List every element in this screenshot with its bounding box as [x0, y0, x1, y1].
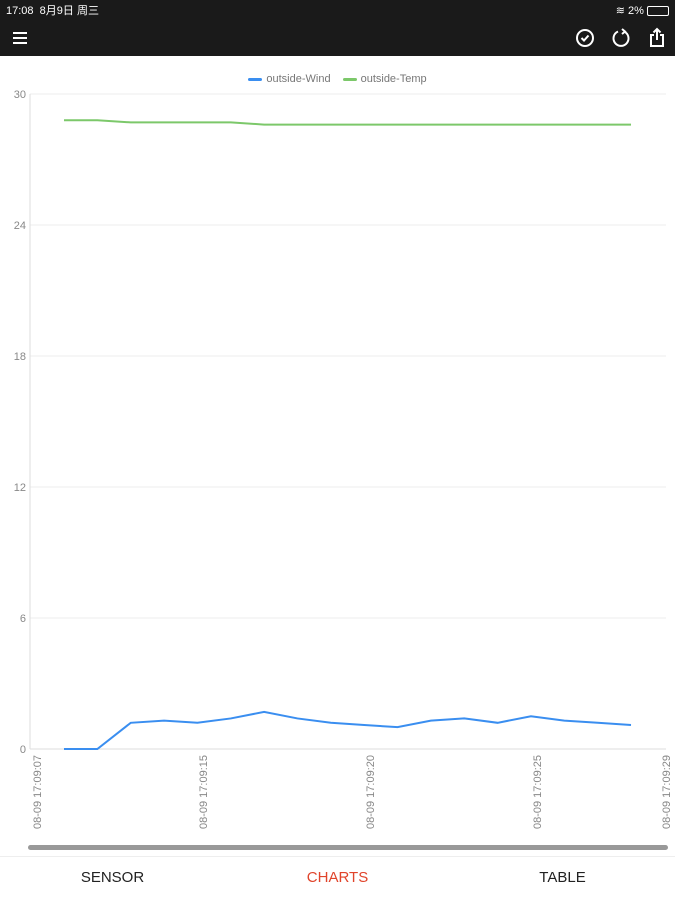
bottom-tabs: SENSOR CHARTS TABLE	[0, 856, 675, 900]
status-bar: 17:08 8月9日 周三 ≋ 2%	[0, 0, 675, 20]
x-tick-label: 08-09 17:09:29	[661, 755, 673, 829]
x-tick-label: 08-09 17:09:07	[32, 755, 44, 829]
series-line-outside-Wind	[64, 710, 632, 750]
refresh-icon[interactable]	[609, 26, 633, 50]
status-date: 8月9日 周三	[39, 5, 99, 17]
legend-item-temp[interactable]: outside-Temp	[342, 73, 427, 85]
status-battery: 2%	[628, 4, 644, 17]
y-tick-label: 12	[14, 482, 26, 494]
x-tick-label: 08-09 17:09:15	[198, 755, 210, 829]
x-tick-label: 08-09 17:09:25	[532, 755, 544, 829]
y-tick-label: 24	[14, 220, 26, 232]
battery-icon	[647, 5, 669, 16]
toolbar	[0, 20, 675, 56]
share-icon[interactable]	[645, 26, 669, 50]
tab-charts[interactable]: CHARTS	[306, 869, 369, 886]
line-chart: 0 6 12 18 24 30 08-09 17:09:07 08-09 17:09:15 08…	[14, 89, 673, 829]
tab-sensor[interactable]: SENSOR	[80, 869, 145, 886]
legend-item-wind[interactable]: outside-Wind	[248, 73, 331, 85]
menu-icon[interactable]	[8, 26, 32, 50]
wifi-icon: ≋	[615, 4, 625, 17]
x-tick-label: 08-09 17:09:20	[365, 755, 377, 829]
y-tick-label: 6	[20, 613, 26, 625]
tab-table[interactable]: TABLE	[539, 869, 586, 886]
y-tick-label: 30	[14, 89, 26, 101]
chart-legend: outside-Wind outside-Temp	[0, 73, 675, 85]
check-circle-icon[interactable]	[573, 26, 597, 50]
y-tick-label: 0	[20, 744, 26, 756]
series-line-outside-Temp	[64, 119, 631, 126]
y-tick-label: 18	[14, 351, 26, 363]
status-time: 17:08	[6, 5, 34, 17]
chart-scrollbar[interactable]	[28, 845, 668, 850]
